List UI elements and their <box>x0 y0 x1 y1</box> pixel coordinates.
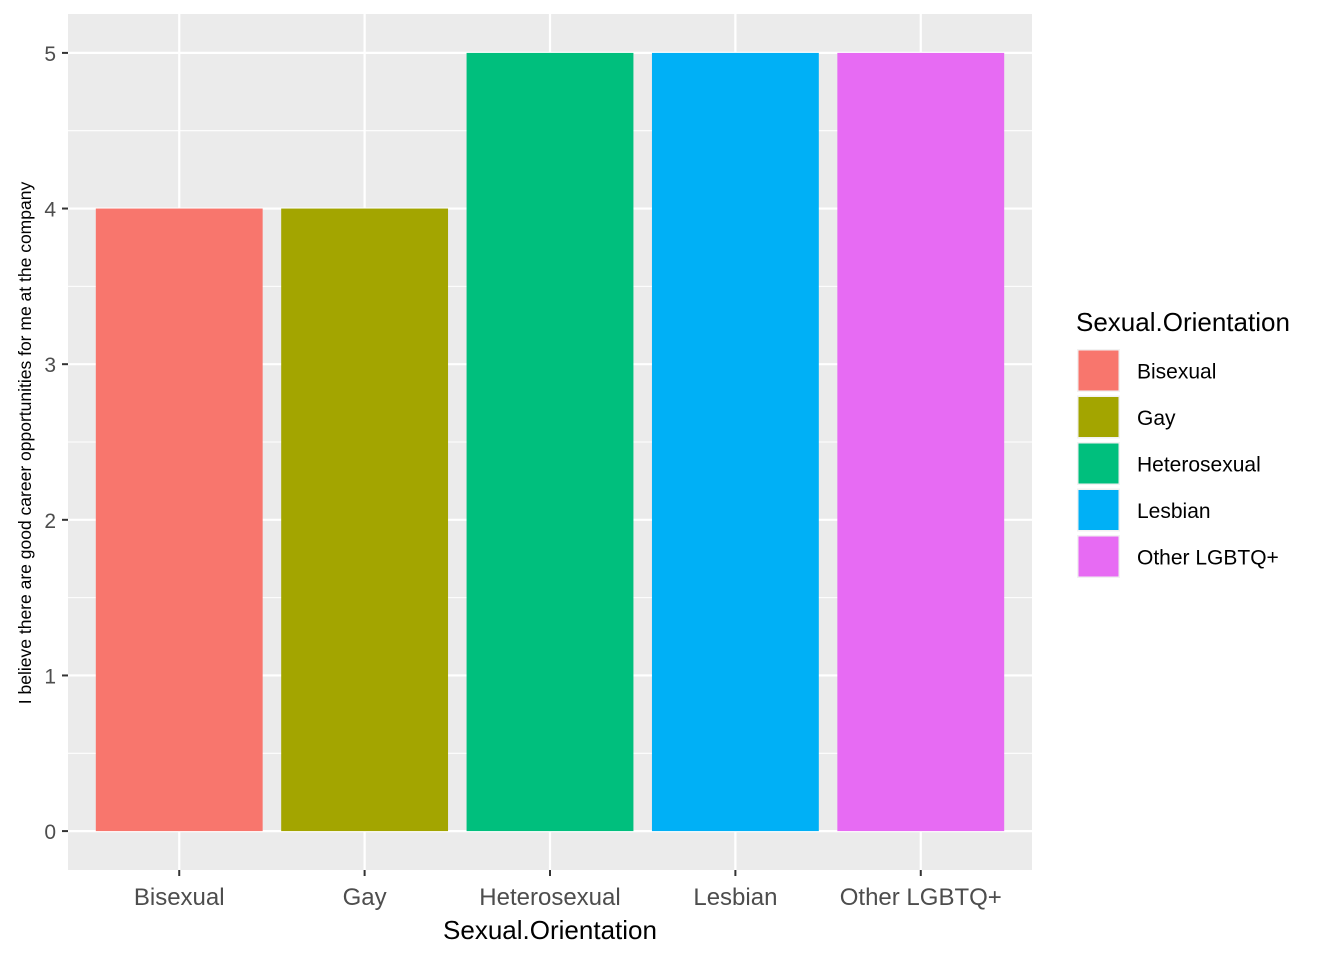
legend-label: Other LGBTQ+ <box>1137 547 1279 570</box>
y-tick-label: 4 <box>44 199 56 222</box>
y-tick-label: 0 <box>44 821 56 844</box>
x-tick-label: Other LGBTQ+ <box>840 884 1002 911</box>
y-axis-title: I believe there are good career opportun… <box>15 182 35 705</box>
legend-swatch <box>1078 350 1119 391</box>
x-axis: Bisexual Gay Heterosexual Lesbian Other LGBT… <box>134 870 1002 911</box>
bar-heterosexual <box>466 52 634 832</box>
x-tick-label: Heterosexual <box>479 884 620 911</box>
y-tick-label: 3 <box>44 354 56 377</box>
x-axis-title: Sexual.Orientation <box>443 915 657 945</box>
bar-lesbian <box>651 52 819 832</box>
legend-swatch <box>1078 490 1119 530</box>
bar-other-lgbtq <box>837 52 1005 832</box>
y-tick-label: 2 <box>44 510 56 533</box>
x-tick-label: Bisexual <box>134 884 225 911</box>
x-tick-label: Lesbian <box>693 884 777 911</box>
y-tick-label: 1 <box>44 665 56 688</box>
legend-label: Gay <box>1137 407 1176 430</box>
legend-label: Lesbian <box>1137 500 1211 523</box>
bars <box>95 52 1005 832</box>
legend-title: Sexual.Orientation <box>1076 307 1290 337</box>
legend-items: Bisexual Gay Heterosexual Lesbian Other LGBT… <box>1077 349 1279 578</box>
legend: Sexual.Orientation Bisexual Gay Heterosexu… <box>1076 307 1290 578</box>
legend-swatch <box>1078 443 1119 484</box>
legend-swatch <box>1078 397 1119 437</box>
bar-gay <box>281 208 449 832</box>
y-axis: 0 1 2 3 4 5 <box>44 43 68 844</box>
legend-label: Heterosexual <box>1137 454 1261 477</box>
bar-bisexual <box>95 208 263 832</box>
y-tick-label: 5 <box>44 43 56 66</box>
legend-label: Bisexual <box>1137 361 1216 384</box>
x-tick-label: Gay <box>343 884 387 911</box>
legend-swatch <box>1078 536 1119 577</box>
